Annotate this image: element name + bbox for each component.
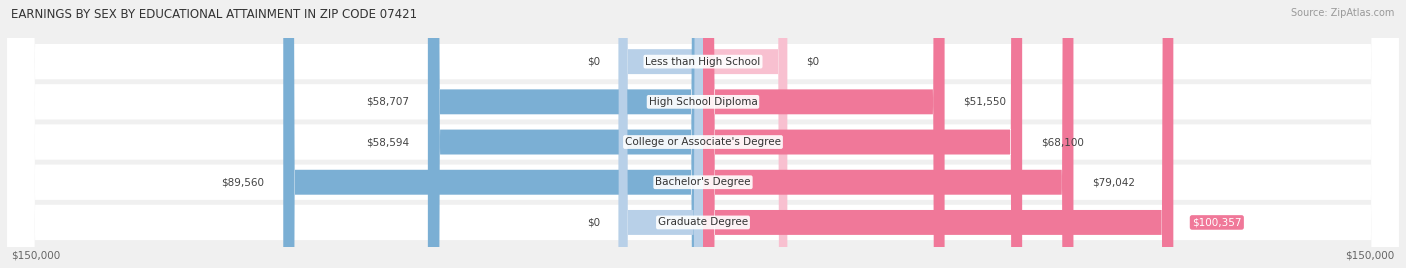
- FancyBboxPatch shape: [7, 0, 1399, 268]
- FancyBboxPatch shape: [7, 0, 1399, 268]
- Text: $79,042: $79,042: [1092, 177, 1135, 187]
- FancyBboxPatch shape: [703, 0, 945, 268]
- Text: College or Associate's Degree: College or Associate's Degree: [626, 137, 780, 147]
- FancyBboxPatch shape: [429, 0, 703, 268]
- FancyBboxPatch shape: [703, 0, 1073, 268]
- FancyBboxPatch shape: [283, 0, 703, 268]
- FancyBboxPatch shape: [7, 0, 1399, 268]
- Text: High School Diploma: High School Diploma: [648, 97, 758, 107]
- FancyBboxPatch shape: [619, 0, 703, 268]
- FancyBboxPatch shape: [619, 0, 703, 268]
- FancyBboxPatch shape: [703, 0, 1022, 268]
- FancyBboxPatch shape: [703, 0, 787, 268]
- Text: $89,560: $89,560: [222, 177, 264, 187]
- Text: $100,357: $100,357: [1192, 217, 1241, 228]
- Text: Less than High School: Less than High School: [645, 57, 761, 67]
- Text: $51,550: $51,550: [963, 97, 1007, 107]
- Text: Bachelor's Degree: Bachelor's Degree: [655, 177, 751, 187]
- Text: EARNINGS BY SEX BY EDUCATIONAL ATTAINMENT IN ZIP CODE 07421: EARNINGS BY SEX BY EDUCATIONAL ATTAINMEN…: [11, 8, 418, 21]
- FancyBboxPatch shape: [7, 0, 1399, 268]
- Text: Source: ZipAtlas.com: Source: ZipAtlas.com: [1291, 8, 1395, 18]
- Text: $150,000: $150,000: [11, 251, 60, 260]
- Text: $68,100: $68,100: [1040, 137, 1084, 147]
- FancyBboxPatch shape: [703, 0, 1174, 268]
- FancyBboxPatch shape: [427, 0, 703, 268]
- Text: $58,707: $58,707: [366, 97, 409, 107]
- Text: $0: $0: [806, 57, 820, 67]
- Text: $58,594: $58,594: [367, 137, 409, 147]
- Text: $0: $0: [586, 217, 600, 228]
- Text: Graduate Degree: Graduate Degree: [658, 217, 748, 228]
- FancyBboxPatch shape: [7, 0, 1399, 268]
- Text: $0: $0: [586, 57, 600, 67]
- Text: $150,000: $150,000: [1346, 251, 1395, 260]
